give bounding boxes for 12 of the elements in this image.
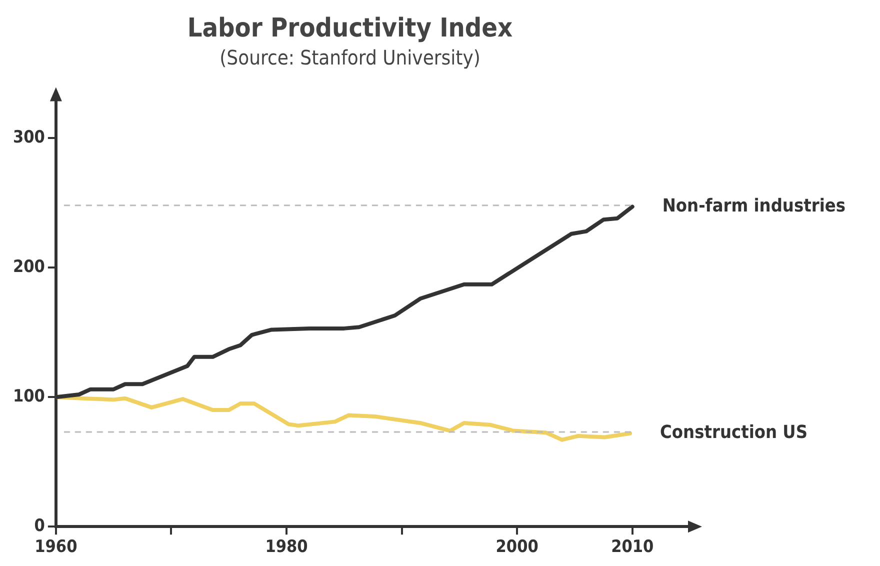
chart-title: Labor Productivity Index — [187, 13, 513, 44]
series-label: Non-farm industries — [662, 195, 846, 216]
x-tick-label: 1960 — [34, 537, 78, 558]
y-tick-label: 200 — [12, 256, 45, 277]
x-tick-label: 2010 — [611, 537, 654, 558]
series-label: Construction US — [660, 422, 808, 444]
x-tick-label: 1980 — [265, 537, 308, 558]
chart-subtitle: (Source: Stanford University) — [220, 45, 480, 70]
y-tick-label: 300 — [12, 127, 45, 148]
x-tick-label: 2000 — [496, 537, 538, 558]
y-tick-label: 0 — [34, 516, 45, 536]
y-tick-label: 100 — [12, 386, 45, 407]
